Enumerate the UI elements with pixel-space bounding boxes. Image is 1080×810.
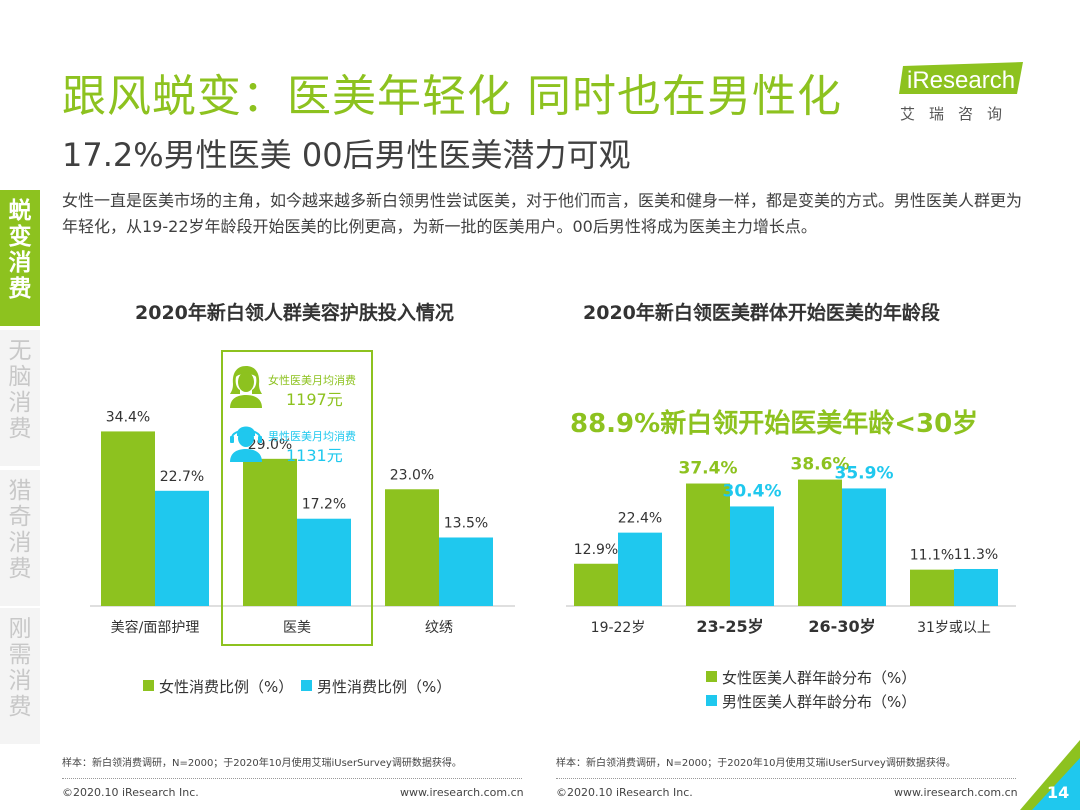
male-avatar-icon — [230, 426, 262, 462]
legend-female-swatch — [143, 680, 154, 691]
page-corner-shape — [1020, 740, 1080, 810]
url-right[interactable]: www.iresearch.com.cn — [894, 786, 1018, 799]
bar-male-0 — [155, 490, 209, 606]
bar-female-2 — [798, 479, 842, 606]
sidebar-item-label: 蜕变消费 — [8, 198, 32, 302]
category-label: 26-30岁 — [808, 617, 875, 636]
male-avg-label: 男性医美月均消费 — [268, 430, 356, 443]
page-number: 14 — [1047, 783, 1070, 802]
page-title: 跟风蜕变：医美年轻化 同时也在男性化 — [62, 71, 842, 122]
copyright-left: ©2020.10 iResearch Inc. — [62, 786, 199, 799]
url-left[interactable]: www.iresearch.com.cn — [400, 786, 524, 799]
category-label: 31岁或以上 — [917, 620, 991, 636]
data-label: 13.5% — [444, 515, 488, 531]
sidebar-item-label: 无脑消费 — [8, 338, 32, 442]
bar-female-2 — [385, 489, 439, 606]
sidebar-item-transform[interactable]: 蜕变消费 — [0, 190, 40, 326]
data-label: 37.4% — [679, 459, 738, 479]
iresearch-logo: iResearch — [899, 62, 1023, 94]
sidebar-item-label: 猎奇消费 — [8, 478, 32, 582]
data-label: 34.4% — [106, 409, 150, 425]
legend-female-age-label: 女性医美人群年龄分布（%） — [722, 669, 917, 687]
male-avg-value: 1131元 — [286, 446, 343, 465]
female-avg-label: 女性医美月均消费 — [268, 374, 356, 387]
bar-male-2 — [439, 537, 493, 606]
female-avatar-icon — [230, 366, 262, 408]
category-label: 23-25岁 — [696, 617, 763, 636]
legend-male-label: 男性消费比例（%） — [317, 678, 452, 696]
chart1-svg: 34.4%22.7%美容/面部护理29.0%17.2%医美23.0%13.5%纹… — [90, 409, 515, 636]
category-label: 医美 — [283, 620, 311, 636]
bar-male-2 — [842, 488, 886, 606]
legend-male-swatch — [301, 680, 312, 691]
bar-male-0 — [618, 532, 662, 606]
sample-note-left: 样本：新白领消费调研，N=2000；于2020年10月使用艾瑞iUserSurv… — [62, 758, 462, 769]
medical-beauty-highlight-box — [221, 350, 373, 646]
sidebar-item-essential[interactable]: 刚需消费 — [0, 608, 40, 744]
data-label: 22.7% — [160, 469, 204, 485]
logo-en-text: iResearch — [907, 67, 1015, 94]
bar-female-0 — [101, 431, 155, 606]
chart2-svg: 12.9%22.4% 19-22岁 37.4%30.4% 23-25岁 38.6%35.… — [566, 455, 1016, 636]
footer-divider-left — [62, 778, 522, 779]
chart2-title: 2020年新白领医美群体开始医美的年龄段 — [583, 302, 940, 324]
sample-note-right: 样本：新白领消费调研，N=2000；于2020年10月使用艾瑞iUserSurv… — [556, 758, 956, 769]
legend-female-label: 女性消费比例（%） — [159, 678, 294, 696]
logo-cn-text: 艾瑞咨询 — [900, 105, 1017, 123]
age-highlight-text: 88.9%新白领开始医美年龄<30岁 — [570, 409, 979, 439]
intro-paragraph: 女性一直是医美市场的主角，如今越来越多新白领男性尝试医美，对于他们而言，医美和健… — [62, 191, 1023, 236]
data-label: 12.9% — [574, 542, 618, 558]
sidebar-item-novelty[interactable]: 猎奇消费 — [0, 470, 40, 606]
bar-male-1 — [297, 518, 351, 606]
bar-female-1 — [243, 458, 297, 606]
bar-female-0 — [574, 563, 618, 606]
page-subtitle: 17.2%男性医美 00后男性医美潜力可观 — [62, 136, 631, 174]
footer-divider-right — [556, 778, 1016, 779]
category-label: 纹绣 — [425, 620, 453, 636]
data-label: 30.4% — [723, 481, 782, 501]
data-label: 17.2% — [302, 497, 346, 513]
bar-female-3 — [910, 569, 954, 606]
bar-male-1 — [730, 506, 774, 606]
data-label: 35.9% — [835, 463, 894, 483]
category-label: 19-22岁 — [591, 620, 646, 636]
female-avg-value: 1197元 — [286, 390, 343, 409]
data-label: 23.0% — [390, 467, 434, 483]
data-label: 22.4% — [618, 511, 662, 527]
chart1-title: 2020年新白领人群美容护肤投入情况 — [135, 302, 454, 324]
data-label: 11.1% — [910, 548, 954, 564]
legend-male-age-label: 男性医美人群年龄分布（%） — [722, 693, 917, 711]
bar-female-1 — [686, 483, 730, 606]
bar-male-3 — [954, 568, 998, 606]
legend-male-age-swatch — [706, 695, 717, 706]
sidebar-item-label: 刚需消费 — [8, 616, 32, 720]
sidebar-item-mindless[interactable]: 无脑消费 — [0, 330, 40, 466]
data-label: 38.6% — [791, 455, 850, 475]
data-label: 11.3% — [954, 547, 998, 563]
legend-female-age-swatch — [706, 671, 717, 682]
category-label: 美容/面部护理 — [111, 619, 200, 636]
copyright-right: ©2020.10 iResearch Inc. — [556, 786, 693, 799]
